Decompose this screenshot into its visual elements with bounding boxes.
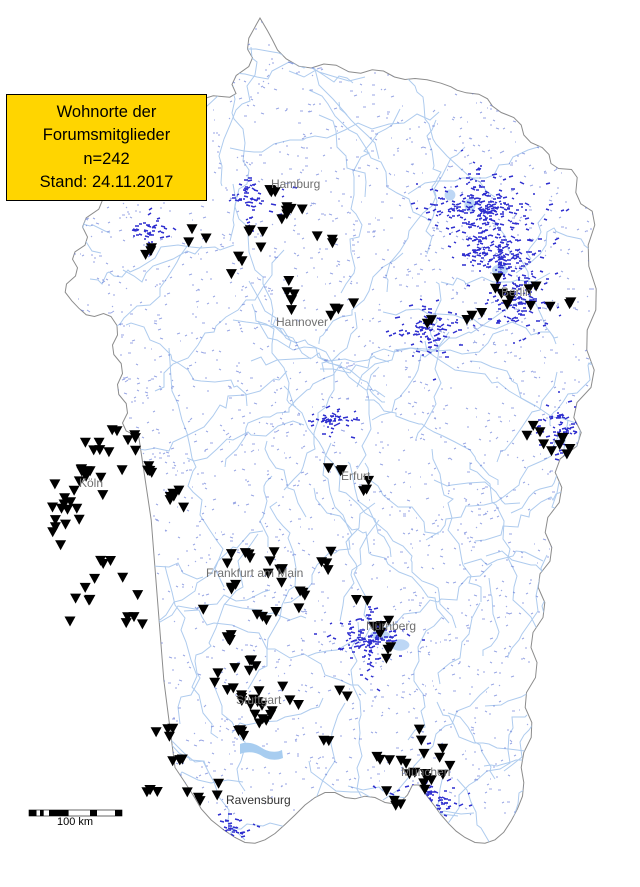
svg-text:Ravensburg: Ravensburg xyxy=(226,793,291,807)
svg-text:Köln: Köln xyxy=(79,476,103,490)
svg-text:Hamburg: Hamburg xyxy=(271,177,320,191)
svg-text:Berlin: Berlin xyxy=(501,285,532,299)
svg-text:Hannover: Hannover xyxy=(276,315,328,329)
svg-text:Stuttgart: Stuttgart xyxy=(236,693,282,707)
svg-text:Nürnberg: Nürnberg xyxy=(366,619,416,633)
svg-text:Frankfurt am Main: Frankfurt am Main xyxy=(206,566,303,580)
svg-text:Erfurt: Erfurt xyxy=(341,469,371,483)
svg-text:100 km: 100 km xyxy=(57,816,93,828)
svg-text:München: München xyxy=(401,765,450,779)
